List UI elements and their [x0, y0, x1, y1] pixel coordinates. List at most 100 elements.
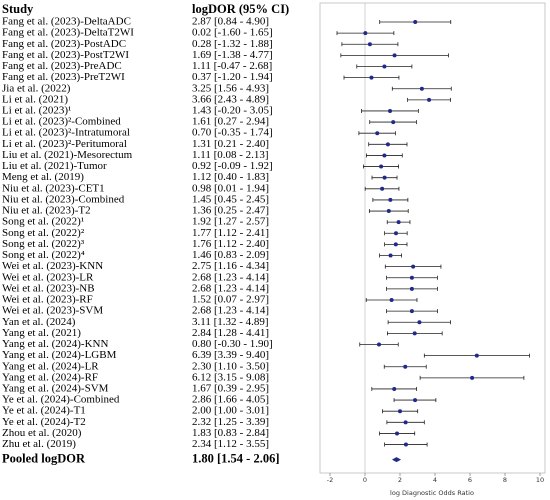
x-tick-label: 0 — [363, 476, 367, 484]
estimate-label: 1.46 [0.83 - 2.09] — [192, 249, 269, 261]
estimate-label: 1.31 [0.21 - 2.40] — [192, 138, 269, 150]
plot-frame — [319, 2, 546, 474]
estimate-label: 1.36 [0.25 - 2.47] — [192, 205, 269, 217]
estimate-label: 6.12 [3.15 - 9.08] — [192, 371, 269, 383]
point-estimate — [379, 164, 384, 169]
point-estimate — [392, 386, 397, 391]
estimate-label: 1.12 [0.40 - 1.83] — [192, 171, 269, 183]
study-label: Yan et al. (2024) — [2, 316, 76, 328]
study-label: Liu et al. (2021)-Tumor — [2, 160, 107, 172]
study-label: Yang et al. (2024)-KNN — [2, 338, 108, 350]
estimate-label: 2.68 [1.23 - 4.14] — [192, 305, 269, 317]
study-label: Wei et al. (2023)-KNN — [2, 260, 103, 272]
column-header: Study — [2, 2, 34, 16]
estimate-label: 2.75 [1.16 - 4.34] — [192, 260, 269, 272]
point-estimate — [419, 86, 424, 91]
point-estimate — [413, 398, 418, 403]
x-tick-label: 2 — [398, 476, 402, 484]
study-label: Niu et al. (2023)-CET1 — [2, 182, 105, 194]
point-estimate — [363, 31, 368, 36]
point-estimate — [367, 42, 372, 47]
estimate-label: 2.34 [1.12 - 3.55] — [192, 438, 269, 450]
point-estimate — [403, 420, 408, 425]
estimate-label: 1.76 [1.12 - 2.40] — [192, 238, 269, 250]
estimate-label: 0.28 [-1.32 - 1.88] — [192, 38, 273, 50]
study-label: Song et al. (2022)² — [2, 227, 85, 239]
point-estimate — [375, 131, 380, 136]
point-estimate — [392, 53, 397, 58]
estimate-label: 1.67 [0.39 - 2.95] — [192, 382, 269, 394]
study-label: Fang et al. (2023)-DeltaADC — [2, 16, 131, 28]
study-label: Wei et al. (2023)-LR — [2, 271, 94, 283]
pooled-diamond — [391, 457, 402, 463]
x-tick-label: 6 — [468, 476, 472, 484]
study-label: Song et al. (2022)¹ — [2, 216, 84, 228]
study-label: Li et al. (2023)²-Intratumoral — [2, 127, 130, 139]
study-label: Li et al. (2023)²-Combined — [2, 116, 121, 128]
estimate-label: 2.87 [0.84 - 4.90] — [192, 16, 269, 28]
x-tick-label: -2 — [327, 476, 333, 484]
point-estimate — [386, 209, 391, 214]
study-label: Fang et al. (2023)-PostADC — [2, 38, 126, 50]
point-estimate — [474, 353, 479, 358]
estimate-label: 0.70 [-0.35 - 1.74] — [192, 127, 273, 139]
estimate-label: 2.30 [1.10 - 3.50] — [192, 360, 269, 372]
study-label: Yang et al. (2024)-SVM — [2, 382, 109, 394]
point-estimate — [393, 231, 398, 236]
estimate-label: 1.69 [-1.38 - 4.77] — [192, 49, 273, 61]
point-estimate — [382, 153, 387, 158]
point-estimate — [389, 298, 394, 302]
estimate-label: 1.77 [1.12 - 2.41] — [192, 227, 269, 239]
point-estimate — [403, 364, 408, 369]
pooled-label: Pooled logDOR — [2, 452, 86, 466]
study-label: Yang et al. (2021) — [2, 327, 81, 339]
point-estimate — [412, 331, 417, 336]
point-estimate — [388, 108, 393, 113]
study-label: Fang et al. (2023)-PreT2WI — [2, 71, 125, 83]
estimate-label: 1.45 [0.45 - 2.45] — [192, 193, 269, 205]
point-estimate — [391, 120, 396, 125]
point-estimate — [470, 375, 475, 380]
estimate-label: 1.92 [1.27 - 2.57] — [192, 216, 269, 228]
estimate-label: 0.98 [0.01 - 1.94] — [192, 182, 269, 194]
estimate-label: 0.80 [-0.30 - 1.90] — [192, 338, 273, 350]
x-tick-label: 8 — [503, 476, 507, 484]
point-estimate — [377, 342, 381, 347]
study-label: Jia et al. (2022) — [2, 82, 71, 94]
estimate-label: 1.52 [0.07 - 2.97] — [192, 294, 269, 306]
point-estimate — [409, 275, 414, 280]
point-estimate — [388, 197, 393, 202]
point-estimate — [388, 253, 393, 258]
study-label: Liu et al. (2021)-Mesorectum — [2, 149, 133, 161]
study-label: Fang et al. (2023)-DeltaT2WI — [2, 27, 134, 39]
point-estimate — [427, 97, 432, 102]
study-label: Wei et al. (2023)-NB — [2, 282, 95, 294]
estimate-label: 1.11 [-0.47 - 2.68] — [192, 60, 272, 72]
study-label: Wei et al. (2023)-SVM — [2, 305, 103, 317]
study-label: Li et al. (2021) — [2, 93, 68, 105]
estimate-label: 0.92 [-0.09 - 1.92] — [192, 160, 273, 172]
point-estimate — [385, 142, 390, 147]
estimate-label: 2.86 [1.66 - 4.05] — [192, 394, 269, 406]
study-label: Niu et al. (2023)-Combined — [2, 193, 125, 205]
point-estimate — [382, 64, 387, 69]
point-estimate — [396, 220, 401, 225]
estimate-label: 2.68 [1.23 - 4.14] — [192, 271, 269, 283]
study-label: Zhou et al. (2020) — [2, 427, 82, 439]
point-estimate — [409, 286, 414, 291]
estimate-label: 1.11 [0.08 - 2.13] — [192, 149, 269, 161]
point-estimate — [395, 431, 400, 436]
study-label: Ye et al. (2024)-T2 — [2, 416, 86, 428]
estimate-label: 2.32 [1.25 - 3.39] — [192, 416, 269, 428]
point-estimate — [413, 20, 418, 24]
estimate-label: 0.37 [-1.20 - 1.94] — [192, 71, 273, 83]
estimate-label: 1.61 [0.27 - 2.94] — [192, 116, 269, 128]
study-label: Meng et al. (2019) — [2, 171, 84, 183]
study-label: Li et al. (2023)²-Peritumoral — [2, 138, 127, 150]
study-label: Fang et al. (2023)-PostT2WI — [2, 49, 129, 61]
point-estimate — [380, 186, 385, 191]
point-estimate — [393, 242, 398, 247]
study-label: Song et al. (2022)⁴ — [2, 249, 85, 261]
estimate-label: 3.66 [2.43 - 4.89] — [192, 93, 269, 105]
